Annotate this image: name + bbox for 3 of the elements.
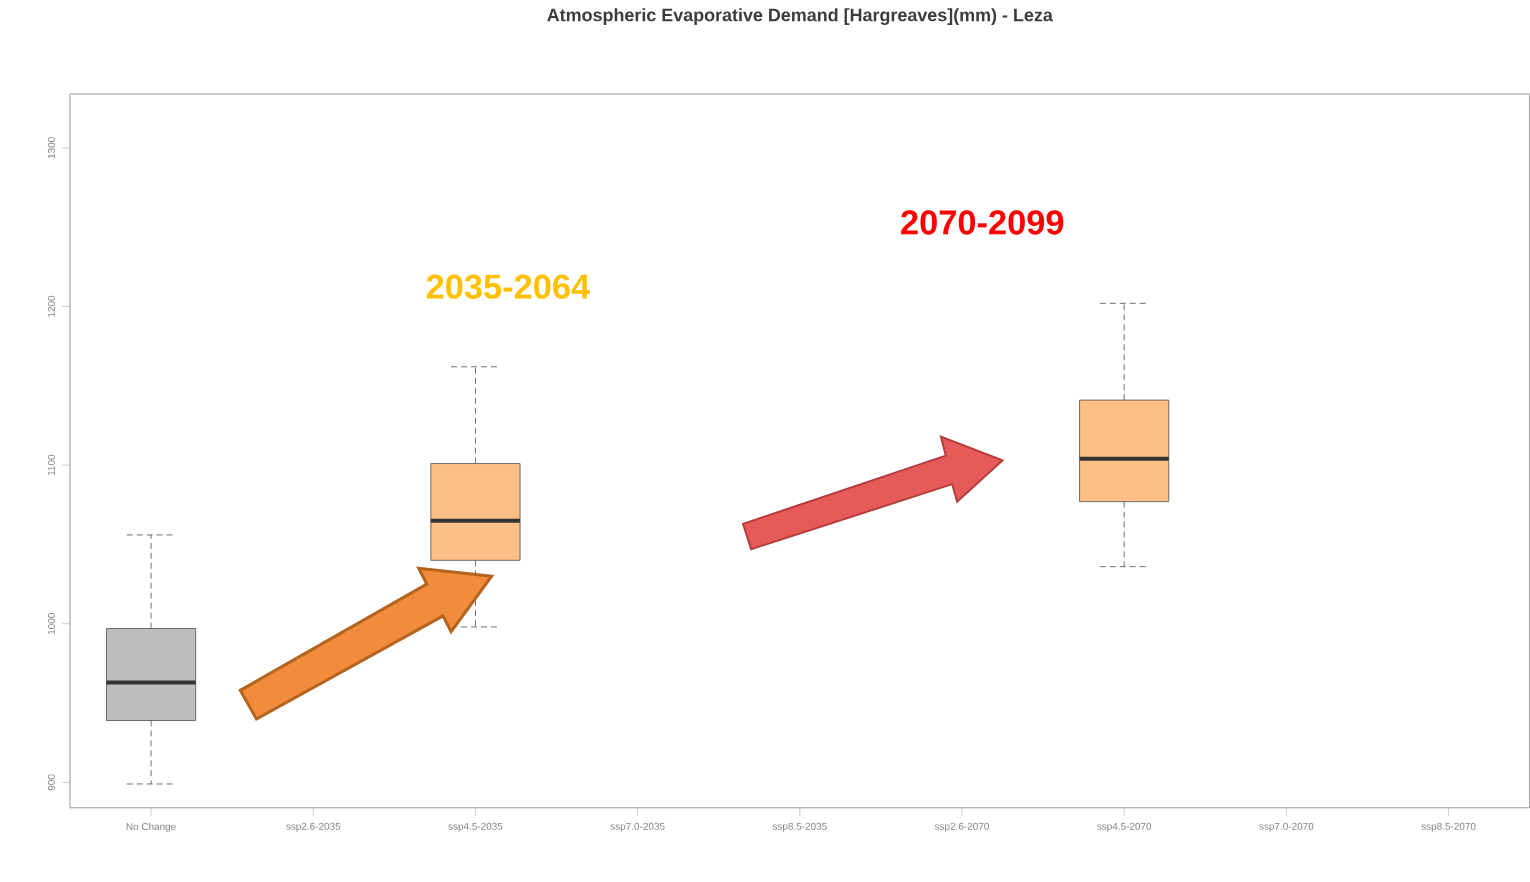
annotation: 2035-2064 [426, 274, 590, 300]
annotation: 2070-2099 [901, 210, 1064, 235]
chart-title: Atmospheric Evaporative Demand [Hargreaves](mm) - Leza [547, 8, 1053, 26]
